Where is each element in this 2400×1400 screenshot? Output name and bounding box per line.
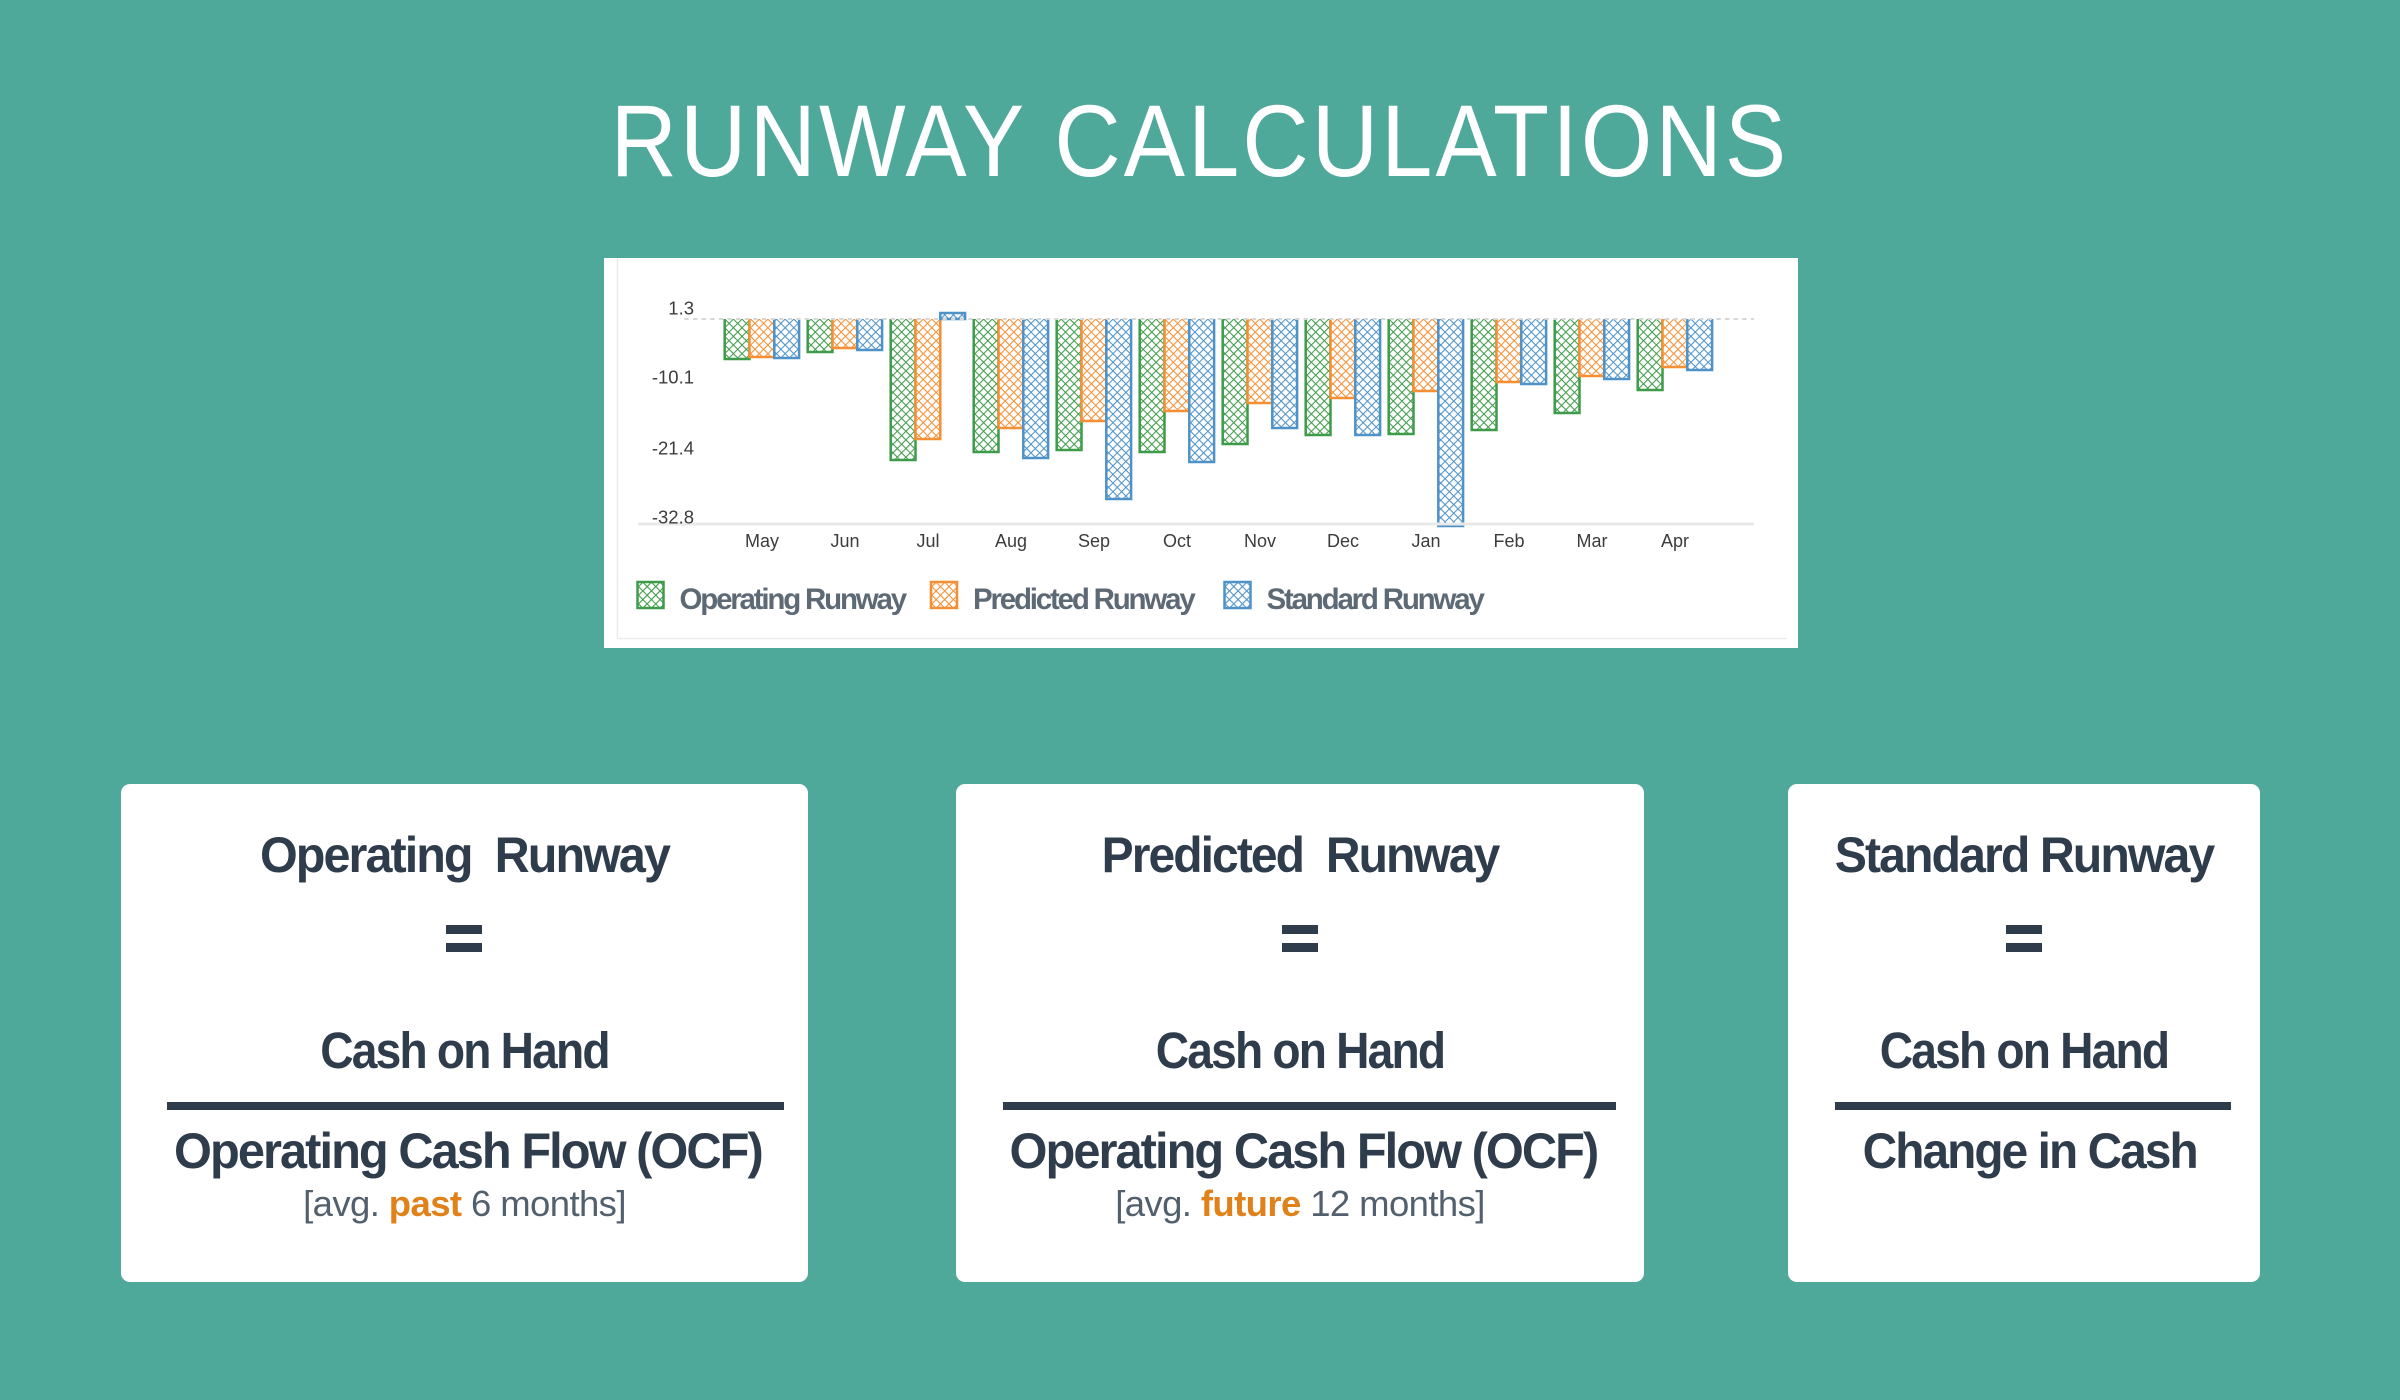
svg-text:Mar: Mar (1577, 531, 1608, 551)
svg-text:Standard Runway: Standard Runway (1267, 583, 1486, 616)
svg-text:Sep: Sep (1078, 531, 1110, 551)
svg-text:Predicted Runway: Predicted Runway (973, 583, 1196, 616)
svg-text:Feb: Feb (1493, 531, 1524, 551)
svg-text:-32.8: -32.8 (652, 507, 694, 528)
svg-text:Dec: Dec (1327, 531, 1359, 551)
svg-text:Jan: Jan (1411, 531, 1440, 551)
svg-text:-21.4: -21.4 (652, 438, 694, 459)
svg-text:Oct: Oct (1163, 531, 1191, 551)
svg-text:Jun: Jun (830, 531, 859, 551)
svg-text:Nov: Nov (1244, 531, 1276, 551)
svg-text:-10.1: -10.1 (652, 367, 694, 388)
svg-text:Aug: Aug (995, 531, 1027, 551)
svg-text:Apr: Apr (1661, 531, 1689, 551)
svg-text:May: May (745, 531, 779, 551)
svg-text:1.3: 1.3 (668, 298, 694, 319)
svg-text:Operating Runway: Operating Runway (680, 583, 908, 616)
svg-text:Jul: Jul (916, 531, 939, 551)
